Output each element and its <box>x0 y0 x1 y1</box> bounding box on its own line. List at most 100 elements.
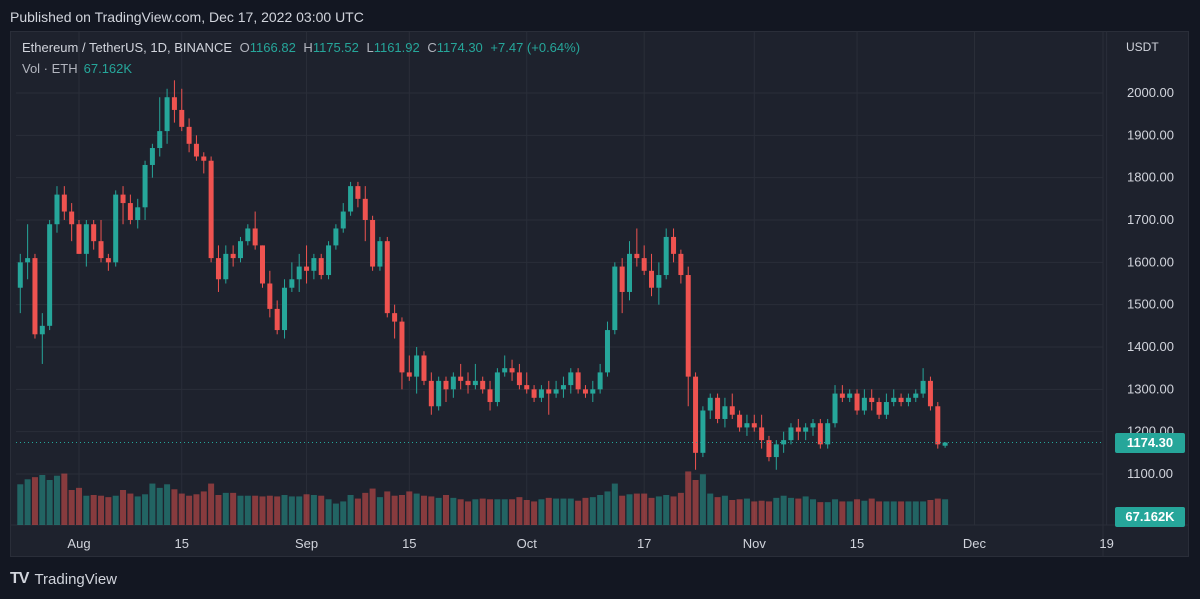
time-tick-label: Dec <box>963 536 987 551</box>
volume-bar <box>61 473 68 525</box>
time-axis-ticks: Aug 15 Sep 15 Oct 17 Nov 15 Dec 19 <box>67 536 1113 551</box>
candle-body <box>201 156 207 161</box>
candle-body <box>788 427 794 441</box>
volume-bar <box>200 491 207 525</box>
volume-bar <box>707 493 714 525</box>
chart-frame[interactable] <box>10 31 1189 557</box>
candle-body <box>744 423 750 428</box>
volume-bar <box>832 499 839 525</box>
volume-bar <box>516 497 523 525</box>
candle-body <box>869 397 875 403</box>
volume-bar <box>494 499 501 525</box>
volume-bar <box>420 495 427 525</box>
candle-body <box>333 228 339 246</box>
candle-body <box>480 380 486 390</box>
volume-bar <box>920 501 927 525</box>
candle-body <box>362 198 368 220</box>
volume-bar <box>391 495 398 525</box>
candle-body <box>832 393 838 424</box>
candle-body <box>590 389 596 394</box>
price-tick-label: 1600.00 <box>1127 254 1174 269</box>
time-tick-label: Aug <box>67 536 90 551</box>
volume-bar <box>501 499 508 525</box>
candle-body <box>553 389 559 394</box>
candle-body <box>296 266 302 280</box>
last-price-badge: 1174.30 <box>1115 433 1185 453</box>
volume-bar <box>626 494 633 525</box>
candlestick-chart[interactable]: 1100.001200.001300.001400.001500.001600.… <box>10 31 1189 557</box>
volume-bar <box>780 495 787 525</box>
volume-bar <box>736 499 743 525</box>
candle-body <box>392 313 398 322</box>
time-tick-label: Sep <box>295 536 318 551</box>
time-tick-label: 17 <box>637 536 651 551</box>
volume-bar <box>765 501 772 525</box>
volume-bar <box>876 501 883 525</box>
volume-bar <box>398 495 405 525</box>
candle-body <box>164 97 170 132</box>
volume-bar <box>898 501 905 525</box>
volume-bar <box>655 496 662 525</box>
volume-bar <box>303 494 310 525</box>
volume-bar <box>934 498 941 525</box>
candle-body <box>245 228 251 242</box>
volume-legend: Vol · ETH 67.162K <box>22 61 132 76</box>
candle-body <box>355 186 361 199</box>
candle-body <box>487 389 493 403</box>
price-tick-label: 1900.00 <box>1127 127 1174 142</box>
candle-body <box>942 442 948 446</box>
candle-body <box>17 262 23 288</box>
candle-body <box>663 236 669 276</box>
brand[interactable]: TV TradingView <box>10 570 117 588</box>
candle-body <box>825 423 831 445</box>
candle-body <box>377 241 383 267</box>
volume-value: 67.162K <box>83 61 133 76</box>
brand-name: TradingView <box>34 570 117 588</box>
volume-bar <box>479 498 486 525</box>
volume-bar <box>347 495 354 525</box>
candle-body <box>737 414 743 428</box>
symbol-title: Ethereum / TetherUS, 1D, BINANCE <box>22 40 233 55</box>
candle-body <box>421 355 427 381</box>
volume-bar <box>787 497 794 525</box>
volume-bar <box>215 495 222 525</box>
volume-bar <box>376 497 383 525</box>
low-label: L <box>366 40 374 55</box>
volume-bar <box>296 496 303 525</box>
ohlc-legend: Ethereum / TetherUS, 1D, BINANCE O1166.8… <box>22 40 580 55</box>
candle-body <box>208 160 214 259</box>
volume-bar <box>31 477 38 525</box>
candle-body <box>171 97 177 110</box>
low-value: 1161.92 <box>373 40 420 55</box>
volume-bar <box>861 500 868 525</box>
volume-bar <box>428 496 435 525</box>
volume-bar <box>222 492 229 525</box>
candle-body <box>436 380 442 407</box>
volume-bar <box>890 501 897 525</box>
candle-body <box>913 393 919 398</box>
price-tick-label: 1700.00 <box>1127 212 1174 227</box>
candle-body <box>311 258 317 271</box>
candle-body <box>619 266 625 292</box>
volume-bar <box>604 491 611 525</box>
volume-bar <box>340 501 347 525</box>
candle-body <box>516 372 522 386</box>
candle-body <box>472 380 478 386</box>
volume-bar <box>76 487 82 525</box>
volume-bar <box>758 500 765 525</box>
candle-body <box>700 410 706 453</box>
candle-body <box>927 380 933 407</box>
candle-body <box>443 380 449 390</box>
volume-bar <box>905 501 912 525</box>
candle-body <box>729 406 735 415</box>
volume-bar <box>208 483 215 525</box>
candle-body <box>905 397 911 403</box>
volume-bar <box>560 498 567 525</box>
candle-body <box>693 376 699 453</box>
volume-bar <box>846 501 853 525</box>
volume-bar <box>817 502 824 525</box>
candle-body <box>304 266 310 271</box>
volume-bar <box>545 497 552 525</box>
volume-bar <box>17 484 24 525</box>
candle-body <box>260 245 265 284</box>
